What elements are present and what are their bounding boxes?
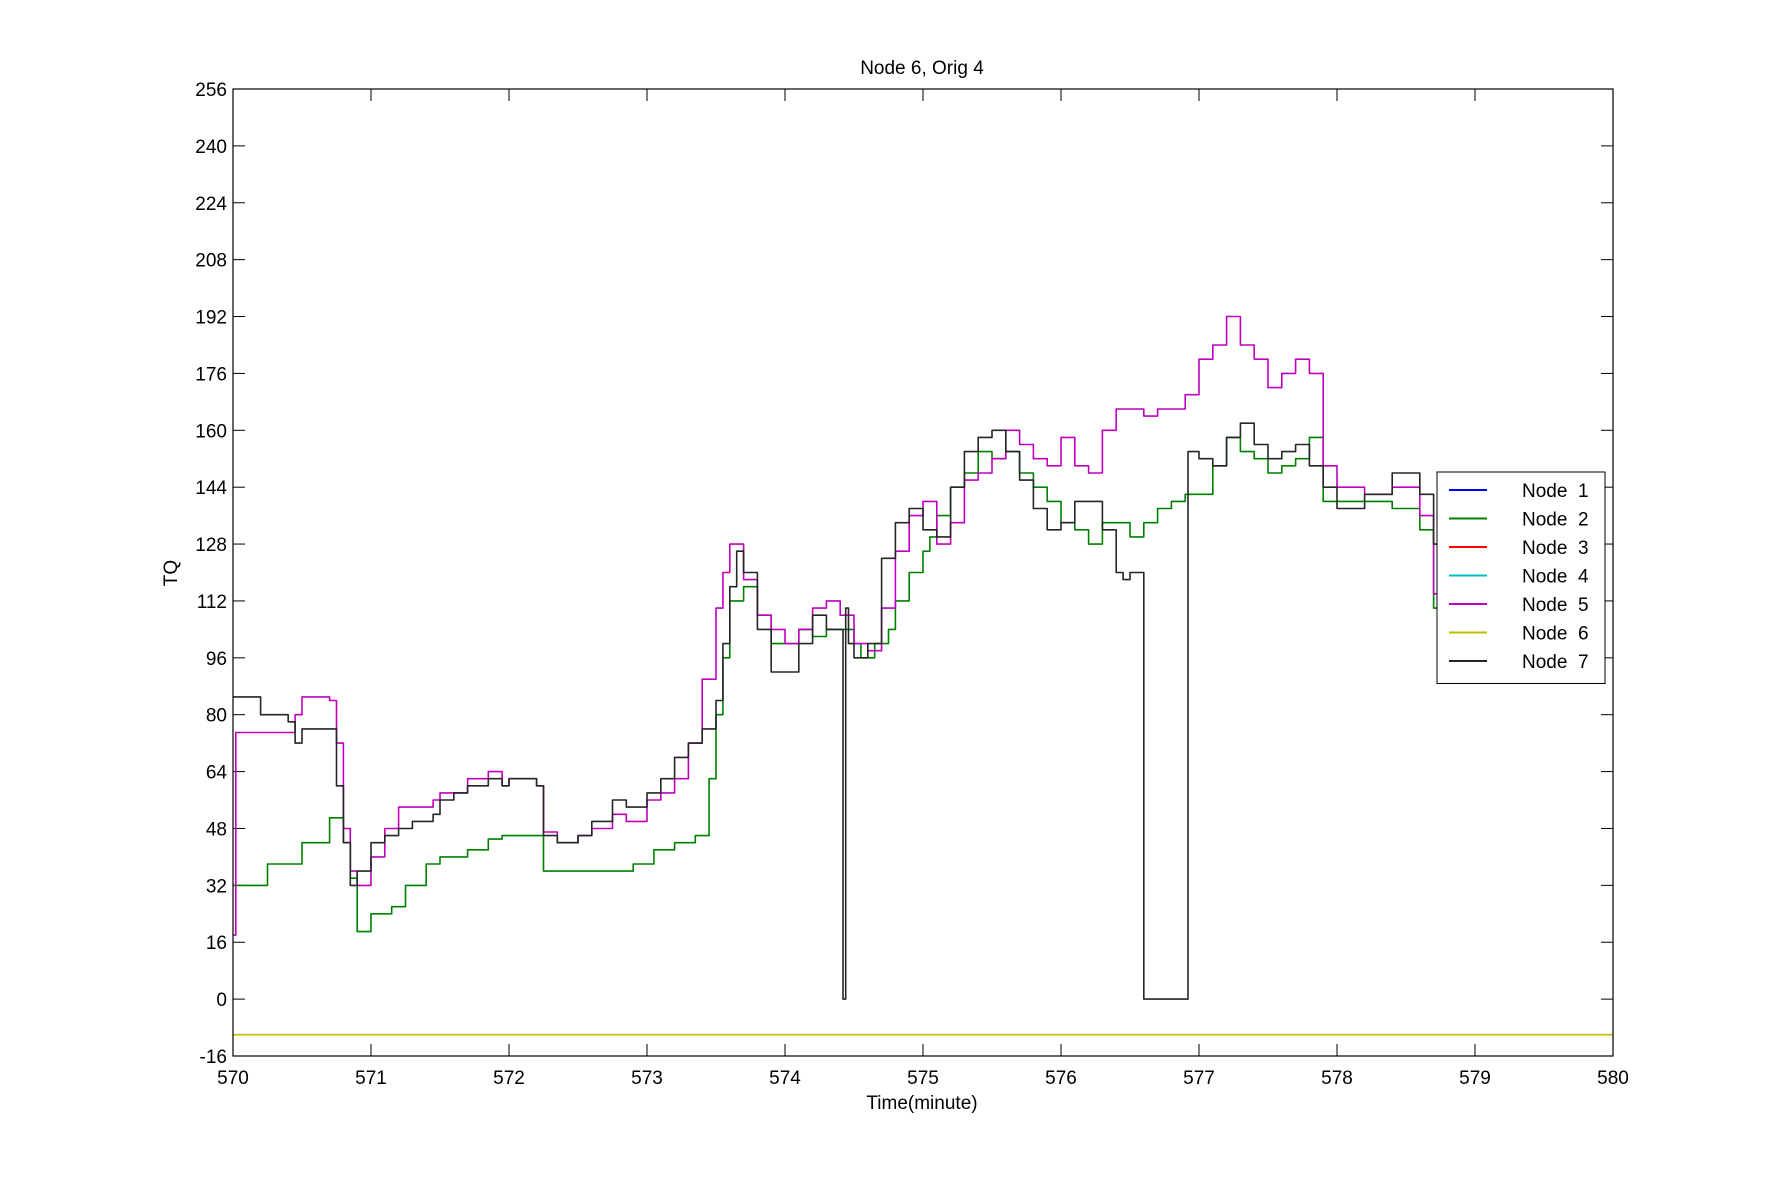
legend-label: Node 7 — [1522, 652, 1589, 673]
legend-label: Node 4 — [1522, 567, 1589, 588]
legend-box — [1436, 471, 1606, 684]
series-line-5 — [233, 315, 1475, 936]
y-tick-label: 144 — [195, 478, 227, 499]
x-tick-label: 577 — [1183, 1068, 1215, 1089]
chart-title: Node 6, Orig 4 — [860, 58, 984, 79]
y-tick-label: 224 — [195, 194, 227, 215]
series-layer — [233, 315, 1613, 1036]
x-tick-label: 574 — [769, 1068, 801, 1089]
x-tick-label: 573 — [631, 1068, 663, 1089]
y-tick-label: 96 — [206, 649, 227, 670]
y-tick-label: 176 — [195, 364, 227, 385]
x-tick-label: 571 — [355, 1068, 387, 1089]
y-tick-label: 16 — [206, 933, 227, 954]
x-tick-label: 580 — [1597, 1068, 1629, 1089]
x-tick-label: 575 — [907, 1068, 939, 1089]
x-tick-label: 578 — [1321, 1068, 1353, 1089]
x-tick-label: 572 — [493, 1068, 525, 1089]
y-tick-label: -16 — [200, 1047, 227, 1068]
legend-label: Node 3 — [1522, 538, 1589, 559]
x-tick-label: 570 — [217, 1068, 249, 1089]
legend: Node 1 Node 2 Node 3 Node 4 Node 5 Node 6 Node… — [1436, 471, 1606, 684]
y-tick-label: 256 — [195, 80, 227, 101]
legend-label: Node 2 — [1522, 510, 1589, 531]
legend-label: Node 6 — [1522, 624, 1589, 645]
legend-label: Node 5 — [1522, 595, 1589, 616]
y-tick-labels: -16 0 16 32 48 64 80 96 112 128 144 160 176 192 208 224… — [195, 80, 227, 1068]
x-tick-labels: 570 571 572 573 574 575 576 577 578 579 580 — [217, 1068, 1629, 1089]
y-tick-label: 208 — [195, 251, 227, 272]
y-tick-label: 48 — [206, 819, 227, 840]
y-tick-label: 192 — [195, 308, 227, 329]
y-tick-label: 32 — [206, 876, 227, 897]
legend-label: Node 1 — [1522, 481, 1589, 502]
x-axis-label: Time(minute) — [866, 1093, 977, 1114]
y-tick-label: 160 — [195, 421, 227, 442]
y-tick-label: 240 — [195, 137, 227, 158]
y-tick-label: 128 — [195, 535, 227, 556]
y-tick-label: 64 — [206, 763, 228, 784]
series-line-7 — [233, 422, 1475, 1000]
x-tick-label: 576 — [1045, 1068, 1077, 1089]
y-axis-label: TQ — [161, 560, 182, 586]
y-tick-label: 112 — [197, 592, 227, 613]
y-tick-label: 80 — [206, 706, 227, 727]
x-tick-label: 579 — [1459, 1068, 1491, 1089]
axes-frame — [232, 88, 1614, 1057]
y-tick-label: 0 — [216, 990, 227, 1011]
